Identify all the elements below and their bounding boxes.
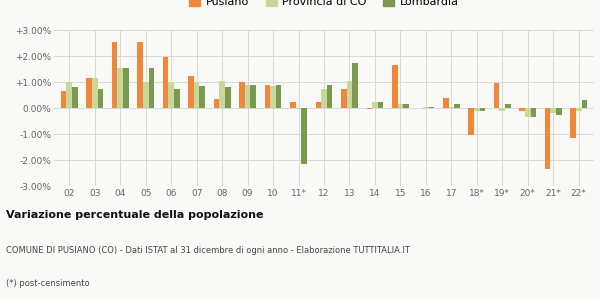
Bar [301,108,307,164]
Bar [98,88,103,108]
Bar [225,87,230,108]
Bar [505,104,511,108]
Bar [327,85,332,108]
Bar [214,99,220,108]
Bar [347,81,352,108]
Bar [239,82,245,108]
Bar [443,98,449,108]
Bar [428,107,434,108]
Bar [545,108,550,169]
Bar [250,85,256,108]
Bar [296,108,301,109]
Bar [92,78,98,108]
Bar [245,85,250,108]
Legend: Pusiano, Provincia di CO, Lombardia: Pusiano, Provincia di CO, Lombardia [185,0,463,11]
Bar [276,85,281,108]
Text: Variazione percentuale della popolazione: Variazione percentuale della popolazione [6,210,263,220]
Bar [316,101,321,108]
Bar [67,82,72,108]
Bar [556,108,562,115]
Bar [149,68,154,108]
Bar [123,68,128,108]
Bar [576,108,581,111]
Bar [449,107,454,108]
Bar [270,86,276,108]
Bar [530,108,536,117]
Bar [378,101,383,108]
Bar [72,87,77,108]
Bar [398,104,403,108]
Bar [265,85,270,108]
Bar [163,57,169,108]
Bar [143,82,149,108]
Bar [137,42,143,108]
Bar [352,62,358,108]
Bar [86,78,92,108]
Text: COMUNE DI PUSIANO (CO) - Dati ISTAT al 31 dicembre di ogni anno - Elaborazione T: COMUNE DI PUSIANO (CO) - Dati ISTAT al 3… [6,246,410,255]
Bar [392,65,398,108]
Bar [525,108,530,117]
Bar [188,76,194,108]
Bar [220,81,225,108]
Bar [118,68,123,108]
Bar [423,107,428,108]
Bar [550,108,556,113]
Bar [403,104,409,108]
Bar [367,108,372,109]
Bar [112,42,118,108]
Bar [571,108,576,138]
Bar [174,88,179,108]
Bar [454,104,460,108]
Bar [494,83,499,108]
Bar [194,82,199,108]
Bar [169,82,174,108]
Bar [199,86,205,108]
Bar [499,108,505,111]
Bar [479,108,485,111]
Bar [372,101,378,108]
Bar [581,100,587,108]
Bar [469,108,474,135]
Bar [321,88,327,108]
Bar [290,101,296,108]
Text: (*) post-censimento: (*) post-censimento [6,279,89,288]
Bar [341,88,347,108]
Bar [474,108,479,111]
Bar [520,108,525,111]
Bar [61,91,67,108]
